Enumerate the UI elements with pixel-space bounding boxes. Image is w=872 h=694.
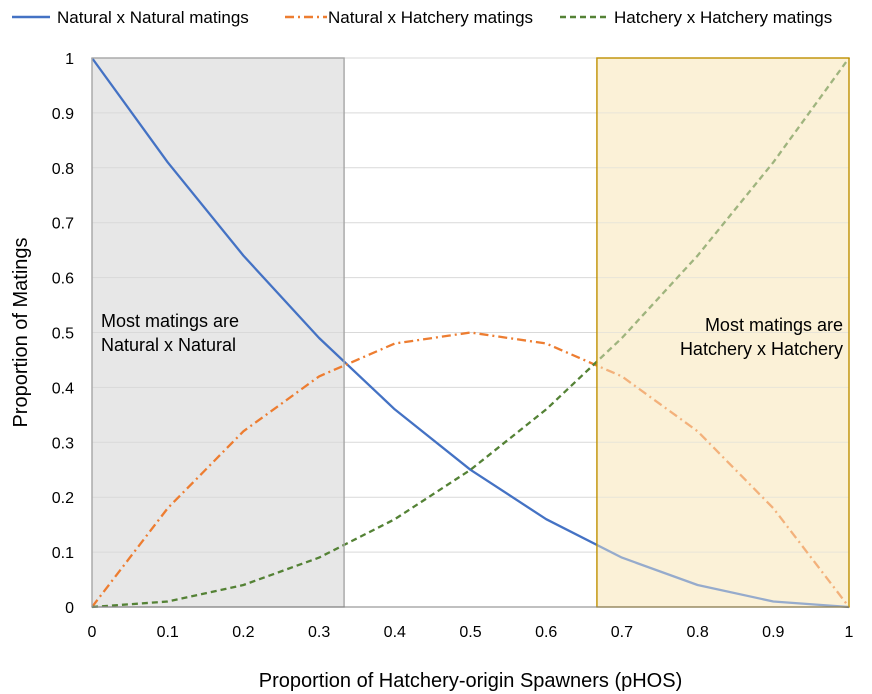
y-tick-label: 0.5 — [52, 326, 74, 343]
y-tick-label: 0.9 — [52, 106, 74, 123]
legend-label-hatchery-hatchery: Hatchery x Hatchery matings — [614, 8, 832, 27]
y-tick-label: 0.4 — [52, 380, 74, 397]
legend-item-natural-hatchery: Natural x Hatchery matings — [285, 8, 533, 27]
legend-item-natural-natural: Natural x Natural matings — [12, 8, 249, 27]
x-tick-label: 0.6 — [535, 624, 557, 641]
x-tick-label: 0.8 — [686, 624, 708, 641]
series-line-2 — [91, 57, 850, 609]
y-axis-title: Proportion of Matings — [10, 237, 32, 427]
y-tick-label: 0.8 — [52, 161, 74, 178]
x-tick-label: 0 — [88, 624, 97, 641]
x-tick-labels: 0 0.1 0.2 0.3 0.4 0.5 0.6 0.7 0.8 0.9 1 — [88, 624, 854, 641]
x-tick-label: 0.9 — [762, 624, 784, 641]
annotation-left-line-2: Natural x Natural — [101, 335, 236, 355]
series-line-1 — [91, 331, 850, 608]
shaded-region-border-right — [596, 57, 850, 608]
x-tick-label: 0.5 — [459, 624, 481, 641]
series-lines — [91, 57, 850, 609]
legend-label-natural-hatchery: Natural x Hatchery matings — [328, 8, 533, 27]
y-tick-label: 0.6 — [52, 271, 74, 288]
y-tick-label: 0.7 — [52, 216, 74, 233]
x-tick-label: 0.2 — [232, 624, 254, 641]
annotation-right-line-2: Hatchery x Hatchery — [680, 339, 843, 359]
y-tick-label: 1 — [65, 51, 74, 68]
x-axis-title: Proportion of Hatchery-origin Spawners (… — [259, 670, 683, 692]
x-tick-label: 0.7 — [611, 624, 633, 641]
x-tick-label: 0.1 — [157, 624, 179, 641]
annotation-left-line-1: Most matings are — [101, 311, 239, 331]
y-tick-label: 0 — [65, 600, 74, 617]
region-overlays — [91, 57, 850, 608]
legend-label-natural-natural: Natural x Natural matings — [57, 8, 249, 27]
x-tick-label: 1 — [845, 624, 854, 641]
annotation-right: Most matings are Hatchery x Hatchery — [680, 315, 843, 359]
y-tick-labels: 0 0.1 0.2 0.3 0.4 0.5 0.6 0.7 0.8 0.9 1 — [52, 51, 74, 617]
y-tick-label: 0.3 — [52, 435, 74, 452]
annotation-left: Most matings are Natural x Natural — [101, 311, 239, 355]
legend-item-hatchery-hatchery: Hatchery x Hatchery matings — [560, 8, 832, 27]
x-tick-label: 0.4 — [384, 624, 406, 641]
y-tick-label: 0.1 — [52, 545, 74, 562]
annotation-right-line-1: Most matings are — [705, 315, 843, 335]
legend: Natural x Natural matings Natural x Hatc… — [12, 8, 832, 27]
y-tick-label: 0.2 — [52, 490, 74, 507]
x-tick-label: 0.3 — [308, 624, 330, 641]
